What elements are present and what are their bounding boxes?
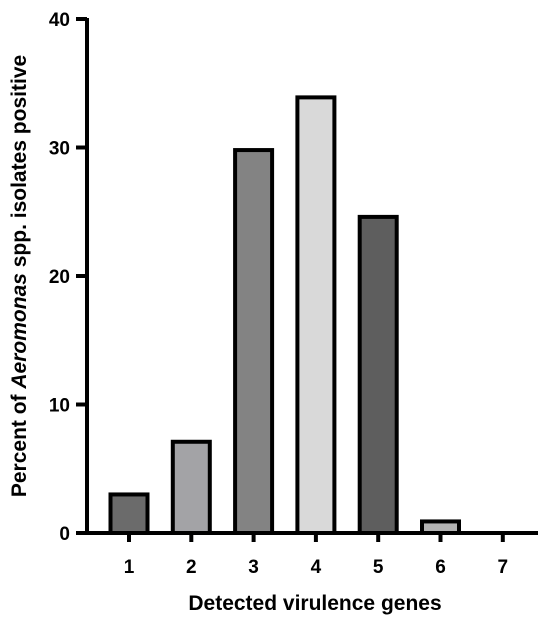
y-tick-label-30: 30 xyxy=(49,139,70,160)
bar-4 xyxy=(295,95,337,535)
bar-3 xyxy=(233,148,275,535)
y-tick-label-0: 0 xyxy=(59,524,70,545)
x-tick-label-5: 5 xyxy=(373,557,384,578)
y-axis-title: Percent of Aeromonas spp. isolates posit… xyxy=(8,55,31,497)
x-axis-title: Detected virulence genes xyxy=(188,592,441,615)
x-tick-label-6: 6 xyxy=(435,557,446,578)
x-tick-label-7: 7 xyxy=(498,557,509,578)
bar-2 xyxy=(170,439,212,536)
y-tick-label-40: 40 xyxy=(49,10,70,31)
y-tick-label-10: 10 xyxy=(49,396,70,417)
x-ticks-group: 1 2 3 4 5 6 7 xyxy=(124,533,508,578)
y-axis-title-after: spp. isolates positive xyxy=(8,55,31,273)
bar-5 xyxy=(357,214,399,535)
y-axis-title-before: Percent of xyxy=(8,389,31,498)
bars-group xyxy=(108,95,461,536)
bar-1 xyxy=(108,492,150,536)
y-tick-label-20: 20 xyxy=(49,267,70,288)
y-axis-title-italic: Aeromonas xyxy=(8,273,31,390)
x-tick-label-4: 4 xyxy=(311,557,322,578)
x-tick-label-1: 1 xyxy=(124,557,135,578)
x-tick-label-3: 3 xyxy=(248,557,259,578)
y-ticks-group: 0 10 20 30 40 xyxy=(49,10,87,545)
x-tick-label-2: 2 xyxy=(186,557,197,578)
